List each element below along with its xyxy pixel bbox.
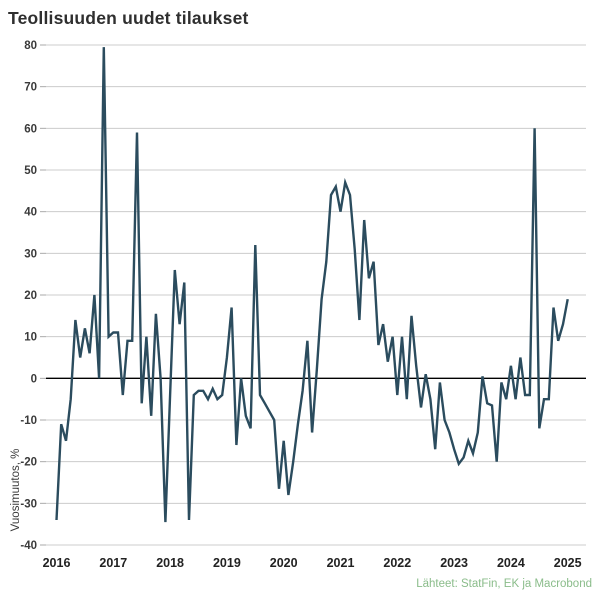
y-tick-label: 70: [24, 82, 37, 94]
x-tick-label: 2016: [43, 556, 71, 570]
x-tick-label: 2024: [497, 556, 525, 570]
chart-title: Teollisuuden uudet tilaukset: [8, 8, 249, 28]
y-tick-label: 0: [31, 373, 37, 385]
y-tick-label: 60: [24, 123, 37, 135]
x-tick-label: 2022: [383, 556, 411, 570]
source-note: Lähteet: StatFin, EK ja Macrobond: [416, 578, 592, 590]
y-tick-label: -40: [20, 540, 37, 552]
y-tick-label: 40: [24, 207, 37, 219]
y-tick-label: 10: [24, 332, 37, 344]
y-tick-label: 80: [24, 40, 37, 52]
x-tick-label: 2021: [327, 556, 355, 570]
data-line: [55, 47, 569, 523]
x-tick-label: 2019: [213, 556, 241, 570]
x-tick-label: 2020: [270, 556, 298, 570]
y-axis-title: Vuosimuutos, %: [10, 448, 22, 532]
x-tick-label: 2018: [156, 556, 184, 570]
x-tick-label: 2017: [99, 556, 127, 570]
y-tick-label: -20: [20, 457, 37, 469]
y-tick-label: -30: [20, 498, 37, 510]
y-tick-label: 30: [24, 248, 37, 260]
x-tick-label: 2025: [554, 556, 582, 570]
y-tick-label: -10: [20, 415, 37, 427]
y-tick-label: 20: [24, 290, 37, 302]
y-tick-label: 50: [24, 165, 37, 177]
x-tick-label: 2023: [440, 556, 468, 570]
